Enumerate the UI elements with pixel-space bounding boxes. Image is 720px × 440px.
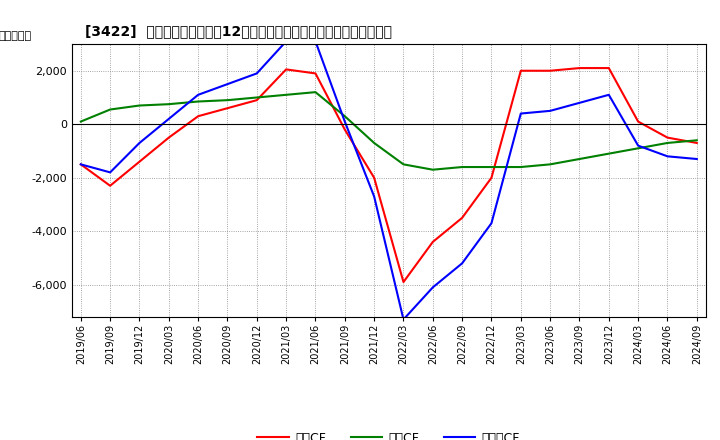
投資CF [605,151,613,156]
投資CF [693,138,701,143]
Legend: 営業CF, 投資CF, フリーCF: 営業CF, 投資CF, フリーCF [253,427,525,440]
フリーCF [370,194,379,199]
フリーCF [428,285,437,290]
投資CF [311,89,320,95]
フリーCF [399,317,408,322]
フリーCF [223,81,232,87]
フリーCF [253,71,261,76]
フリーCF [76,162,85,167]
営業CF [253,98,261,103]
フリーCF [282,39,290,44]
営業CF [106,183,114,188]
営業CF [516,68,525,73]
フリーCF [663,154,672,159]
フリーCF [634,143,642,148]
営業CF [399,279,408,285]
営業CF [341,127,349,132]
営業CF [605,66,613,71]
フリーCF [135,140,144,146]
営業CF [223,106,232,111]
投資CF [253,95,261,100]
営業CF [487,175,496,180]
営業CF [282,67,290,72]
営業CF [693,140,701,146]
投資CF [341,114,349,119]
Line: フリーCF: フリーCF [81,41,697,319]
投資CF [634,146,642,151]
Line: 営業CF: 営業CF [81,68,697,282]
投資CF [663,140,672,146]
営業CF [458,215,467,220]
フリーCF [487,220,496,226]
フリーCF [458,260,467,266]
フリーCF [575,100,584,106]
投資CF [546,162,554,167]
フリーCF [546,108,554,114]
投資CF [282,92,290,97]
営業CF [76,162,85,167]
Y-axis label: （百万円）: （百万円） [0,31,32,41]
投資CF [223,98,232,103]
投資CF [194,99,202,104]
投資CF [76,119,85,124]
投資CF [428,167,437,172]
営業CF [575,66,584,71]
フリーCF [164,116,173,121]
Text: [3422]  キャッシュフローの12か月移動合計の対前年同期増減額の推移: [3422] キャッシュフローの12か月移動合計の対前年同期増減額の推移 [85,25,392,39]
営業CF [370,175,379,180]
フリーCF [605,92,613,97]
営業CF [428,239,437,245]
投資CF [370,140,379,146]
営業CF [634,119,642,124]
フリーCF [693,156,701,161]
フリーCF [106,170,114,175]
投資CF [458,165,467,170]
営業CF [164,135,173,140]
営業CF [546,68,554,73]
フリーCF [516,111,525,116]
フリーCF [311,39,320,44]
フリーCF [341,119,349,124]
投資CF [487,165,496,170]
投資CF [399,162,408,167]
投資CF [135,103,144,108]
営業CF [135,159,144,164]
営業CF [194,114,202,119]
投資CF [164,102,173,107]
投資CF [106,107,114,112]
投資CF [575,156,584,161]
営業CF [663,135,672,140]
営業CF [311,71,320,76]
Line: 投資CF: 投資CF [81,92,697,170]
フリーCF [194,92,202,97]
投資CF [516,165,525,170]
